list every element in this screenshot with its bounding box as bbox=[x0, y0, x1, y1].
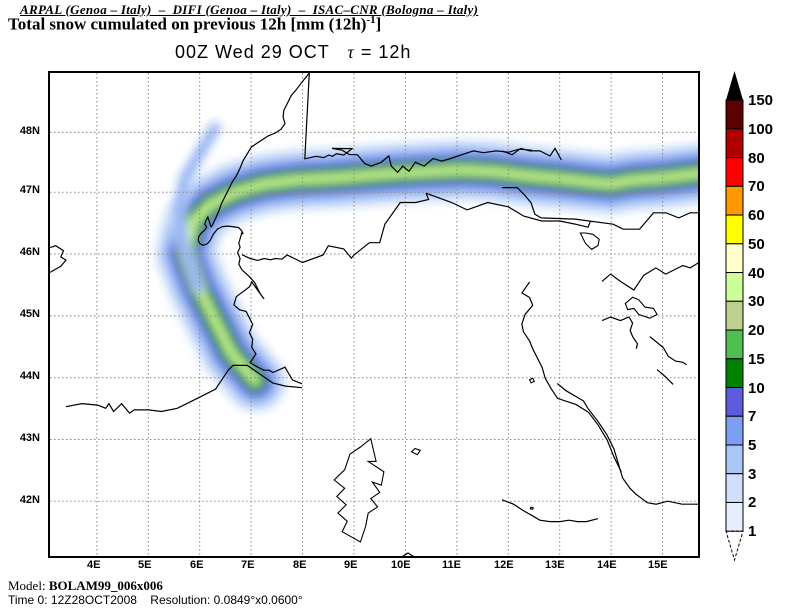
svg-text:70: 70 bbox=[748, 178, 765, 195]
svg-text:10: 10 bbox=[748, 380, 765, 397]
svg-text:20: 20 bbox=[748, 322, 765, 339]
svg-text:2: 2 bbox=[748, 494, 756, 511]
svg-text:1: 1 bbox=[748, 523, 756, 540]
svg-text:40: 40 bbox=[748, 265, 765, 282]
svg-text:3: 3 bbox=[748, 466, 756, 483]
svg-text:7: 7 bbox=[748, 408, 756, 425]
svg-text:80: 80 bbox=[748, 150, 765, 167]
svg-text:150: 150 bbox=[748, 92, 773, 109]
svg-text:50: 50 bbox=[748, 236, 765, 253]
svg-text:30: 30 bbox=[748, 293, 765, 310]
svg-text:60: 60 bbox=[748, 207, 765, 224]
svg-text:15: 15 bbox=[748, 351, 765, 368]
svg-text:5: 5 bbox=[748, 437, 756, 454]
svg-text:100: 100 bbox=[748, 121, 773, 138]
